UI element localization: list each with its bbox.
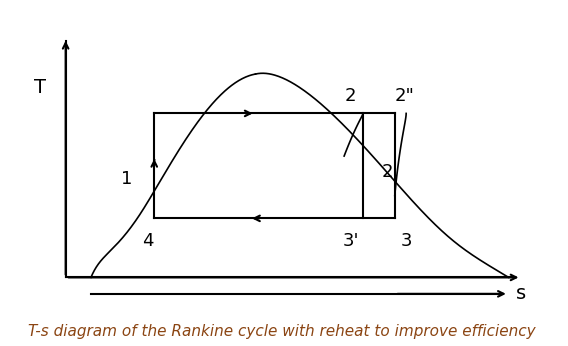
Text: T: T [34,78,47,97]
Text: 2": 2" [394,87,414,105]
Text: 4: 4 [142,231,154,249]
Text: 2: 2 [345,87,356,105]
Text: 3: 3 [401,231,412,249]
Text: 3': 3' [342,231,359,249]
Text: s: s [516,284,527,303]
Text: T-s diagram of the Rankine cycle with reheat to improve efficiency: T-s diagram of the Rankine cycle with re… [28,324,536,339]
Text: 1: 1 [121,170,132,188]
Text: 2': 2' [382,163,399,181]
